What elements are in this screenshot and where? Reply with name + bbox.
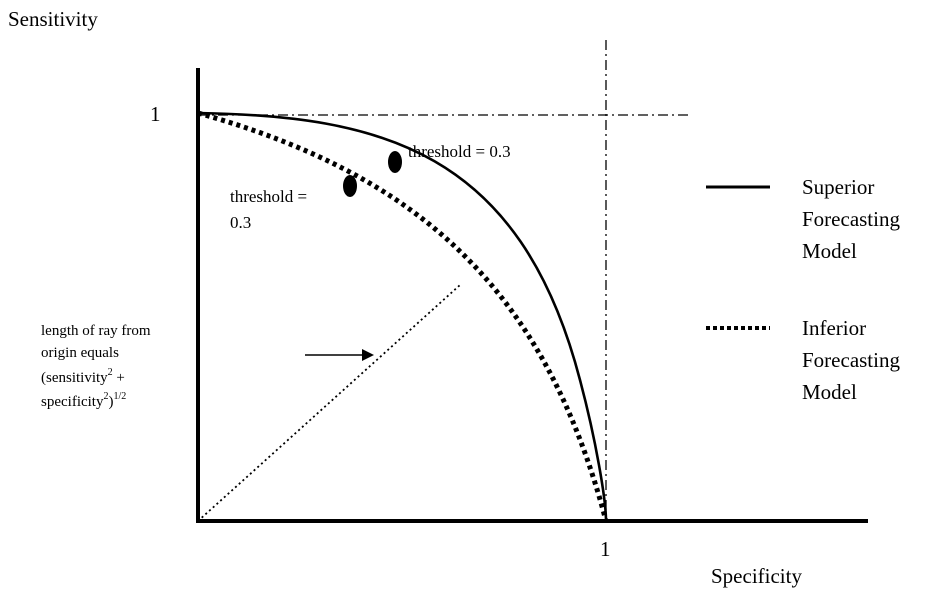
superior-threshold-point — [388, 151, 402, 173]
ray-note-line1: length of ray from — [41, 323, 151, 339]
ray-note-line3: (sensitivity2 + — [41, 367, 125, 386]
ray-note-line4: specificity2)1/2 — [41, 391, 126, 410]
inferior-threshold-point — [343, 175, 357, 197]
legend-inferior-line2: Forecasting — [802, 348, 900, 372]
ray-note-line4-mid: ) — [108, 394, 113, 410]
legend-inferior-line3: Model — [802, 380, 857, 404]
ray-note-line3-tail: + — [113, 370, 125, 386]
superior-threshold-label: threshold = 0.3 — [408, 142, 511, 161]
ray-note-line2: origin equals — [41, 345, 119, 361]
y-axis-label: Sensitivity — [8, 7, 98, 31]
ray-note-line3-main: (sensitivity — [41, 370, 108, 386]
legend-inferior-line1: Inferior — [802, 316, 866, 340]
inferior-threshold-label-line1: threshold = — [230, 187, 307, 206]
ray-note-line4-sup2: 1/2 — [113, 391, 126, 402]
superior-curve — [197, 111, 608, 522]
y-tick-label: 1 — [150, 102, 161, 126]
legend-superior-line2: Forecasting — [802, 207, 900, 231]
legend-superior-line1: Superior — [802, 175, 874, 199]
x-axis-label: Specificity — [711, 564, 802, 588]
inferior-curve — [197, 110, 609, 522]
ray-note-line4-main: specificity — [41, 394, 104, 410]
ray-line — [197, 284, 461, 522]
legend-superior-line3: Model — [802, 239, 857, 263]
ray-note-line3-sup: 2 — [108, 367, 113, 378]
x-tick-label: 1 — [600, 537, 611, 561]
inferior-threshold-label-line2: 0.3 — [230, 213, 251, 232]
ray-note-line4-sup: 2 — [103, 391, 108, 402]
